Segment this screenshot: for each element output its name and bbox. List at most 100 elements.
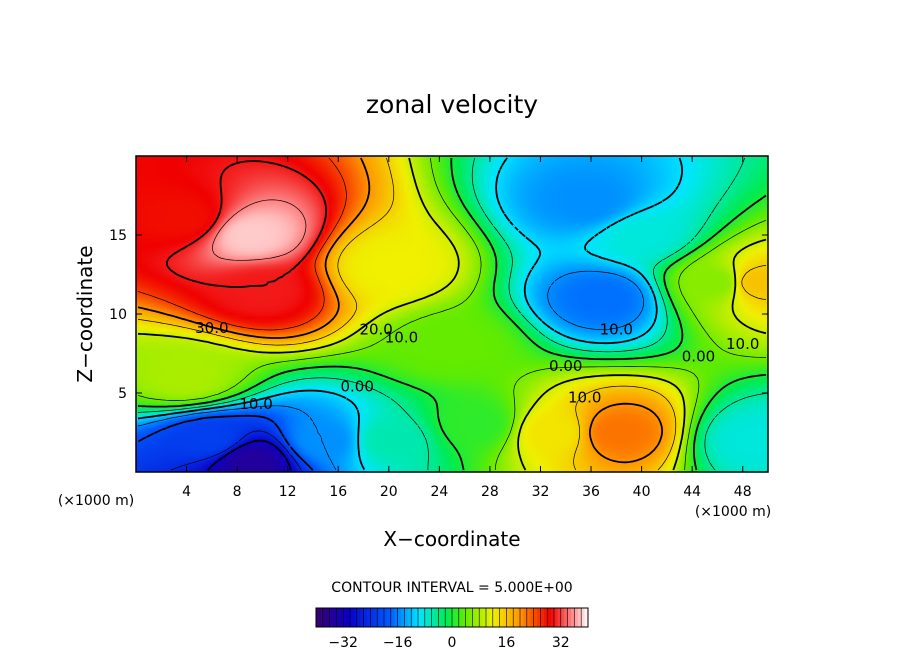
colorbar-swatch (482, 608, 487, 627)
colorbar-swatch (547, 608, 551, 627)
contour-line (137, 414, 314, 471)
colorbar-tick-label: 0 (448, 635, 457, 651)
colorbar-swatch (414, 608, 419, 627)
colorbar-tick-label: −32 (328, 635, 358, 651)
colorbar-swatch (567, 608, 572, 627)
colorbar-swatch (316, 608, 320, 627)
colorbar-swatch (550, 608, 555, 627)
colorbar-swatch (333, 608, 337, 627)
x-tick-label: 8 (233, 484, 242, 500)
colorbar-swatch (380, 608, 385, 627)
colorbar-swatch (533, 608, 538, 627)
y-axis-ticks: 5 10 15 (109, 228, 768, 402)
colorbar-swatch (387, 608, 392, 627)
colorbar-swatch (503, 608, 507, 627)
x-unit-right: (×1000 m) (695, 504, 771, 520)
colorbar-swatch (445, 608, 449, 627)
x-axis-label: X−coordinate (383, 527, 520, 551)
x-tick-label: 16 (329, 484, 347, 500)
colorbar-swatch (407, 608, 412, 627)
y-axis-label: Z−coordinate (73, 245, 97, 382)
colorbar-swatch (411, 608, 415, 627)
contour-line (137, 157, 767, 471)
colorbar-swatch (581, 608, 585, 627)
heatmap-field (136, 156, 768, 472)
colorbar-swatch (394, 608, 398, 627)
colorbar-swatch (465, 608, 470, 627)
colorbar-swatch (523, 608, 528, 627)
x-tick-label: 4 (182, 484, 191, 500)
colorbar-ticks: −32 −16 0 16 32 (328, 635, 569, 651)
colorbar-swatch (496, 608, 500, 627)
colorbar-swatch (455, 608, 460, 627)
chart-title: zonal velocity (366, 90, 538, 119)
colorbar-swatch (397, 608, 402, 627)
colorbar-swatch (540, 608, 545, 627)
contour-line (170, 430, 302, 471)
colorbar-swatch (438, 608, 443, 627)
colorbar-swatch (516, 608, 521, 627)
colorbar-swatch (554, 608, 558, 627)
colorbar-tick-label: 16 (497, 635, 515, 651)
contour-line (137, 157, 663, 464)
colorbar-swatch (509, 608, 514, 627)
contour-line (137, 157, 683, 471)
contour-interval-text: CONTOUR INTERVAL = 5.000E+00 (331, 580, 572, 596)
colorbar-swatch (329, 608, 334, 627)
contour-label: 10.0 (385, 328, 418, 346)
colorbar-swatch (360, 608, 364, 627)
colorbar-swatch (462, 608, 466, 627)
colorbar-swatch (418, 608, 422, 627)
contour-label: 10.0 (568, 388, 601, 406)
colorbar-swatch (475, 608, 480, 627)
colorbar-swatch (431, 608, 436, 627)
colorbar-swatch (319, 608, 324, 627)
colorbar-tick-label: −16 (383, 635, 413, 651)
contour-label: 10.0 (239, 395, 272, 413)
contour-label: 0.00 (340, 377, 373, 395)
x-tick-label: 48 (734, 484, 752, 500)
colorbar-swatch (377, 608, 381, 627)
x-tick-label: 24 (430, 484, 448, 500)
contour-line (207, 439, 292, 471)
colorbar-swatch (322, 608, 327, 627)
colorbar-swatch (520, 608, 524, 627)
colorbar-swatch (428, 608, 432, 627)
contour-line (137, 157, 347, 331)
contour-line (137, 157, 767, 471)
colorbar-swatch (448, 608, 453, 627)
y-tick-label: 5 (118, 386, 127, 402)
colorbar-swatch (486, 608, 490, 627)
colorbar-swatch (526, 608, 531, 627)
contour-label: 10.0 (600, 321, 633, 339)
colorbar-tick-label: 32 (552, 635, 570, 651)
x-unit-left: (×1000 m) (58, 493, 134, 509)
x-tick-label: 32 (532, 484, 550, 500)
x-tick-label: 12 (279, 484, 297, 500)
contour-label: 10.0 (726, 335, 759, 353)
colorbar-swatch (353, 608, 358, 627)
colorbar-swatch (564, 608, 568, 627)
colorbar-swatch (339, 608, 344, 627)
colorbar-swatch (574, 608, 579, 627)
colorbar-swatch (424, 608, 429, 627)
colorbar-swatch (469, 608, 473, 627)
colorbar-swatch (530, 608, 534, 627)
colorbar-swatch (346, 608, 351, 627)
colorbar-swatch (390, 608, 395, 627)
contour-line (137, 157, 767, 471)
colorbar-swatch (577, 608, 582, 627)
colorbar-swatch (435, 608, 439, 627)
colorbar-swatch (537, 608, 541, 627)
contour-label: 20.0 (359, 321, 392, 339)
colorbar-swatch (441, 608, 446, 627)
colorbar-swatch (326, 608, 330, 627)
colorbar-swatch (421, 608, 426, 627)
colorbar-swatch (336, 608, 341, 627)
colorbar-swatch (367, 608, 371, 627)
colorbar-swatch (370, 608, 375, 627)
colorbar-swatch (584, 608, 589, 627)
